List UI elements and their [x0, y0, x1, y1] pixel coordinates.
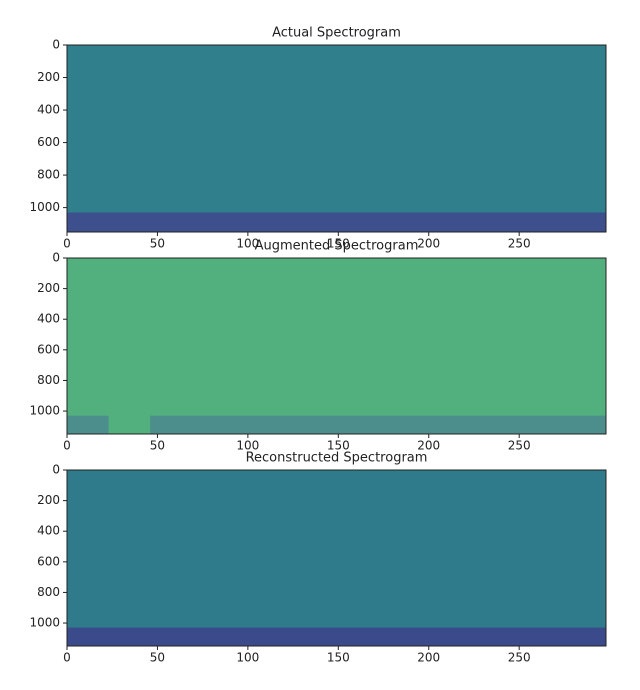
x-tick-label: 250 — [508, 439, 531, 453]
y-tick-label: 1000 — [29, 404, 60, 418]
y-tick-label: 800 — [37, 585, 60, 599]
axes-frame — [66, 257, 607, 435]
chart-title: Actual Spectrogram — [272, 26, 401, 41]
band — [67, 212, 606, 232]
x-tick-label: 50 — [150, 439, 165, 453]
x-tick-label: 200 — [417, 237, 440, 251]
band — [150, 415, 606, 434]
y-tick-label: 1000 — [29, 616, 60, 630]
band — [67, 415, 109, 434]
x-tick-label: 150 — [327, 439, 350, 453]
y-tick-label: 0 — [52, 463, 60, 477]
x-tick-label: 50 — [150, 651, 165, 665]
y-tick-label: 800 — [37, 373, 60, 387]
x-tick-label: 50 — [150, 237, 165, 251]
x-tick-label: 200 — [417, 439, 440, 453]
x-tick-label: 0 — [63, 237, 71, 251]
y-tick-label: 400 — [37, 103, 60, 117]
image-background — [67, 258, 606, 434]
y-tick-label: 400 — [37, 524, 60, 538]
x-tick-label: 150 — [327, 651, 350, 665]
y-tick-label: 200 — [37, 281, 60, 295]
y-tick-label: 0 — [52, 38, 60, 52]
y-tick-label: 800 — [37, 168, 60, 182]
image-background — [67, 470, 606, 646]
band — [67, 627, 606, 646]
x-tick-label: 100 — [236, 237, 259, 251]
x-tick-label: 150 — [327, 237, 350, 251]
y-tick-label: 600 — [37, 342, 60, 356]
chart-title: Reconstructed Spectrogram — [246, 451, 428, 466]
y-tick-label: 600 — [37, 554, 60, 568]
y-tick-label: 200 — [37, 493, 60, 507]
x-tick-label: 200 — [417, 651, 440, 665]
x-tick-label: 0 — [63, 439, 71, 453]
y-tick-label: 600 — [37, 135, 60, 149]
axes-frame — [66, 469, 607, 647]
chart-title: Augmented Spectrogram — [255, 239, 419, 254]
y-tick-label: 0 — [52, 251, 60, 265]
axes-frame — [66, 44, 607, 233]
x-tick-label: 100 — [236, 651, 259, 665]
x-tick-label: 0 — [63, 651, 71, 665]
y-tick-label: 400 — [37, 312, 60, 326]
y-tick-label: 200 — [37, 70, 60, 84]
x-tick-label: 250 — [508, 651, 531, 665]
y-tick-label: 1000 — [29, 200, 60, 214]
x-tick-label: 250 — [508, 237, 531, 251]
image-background — [67, 45, 606, 232]
x-tick-label: 100 — [236, 439, 259, 453]
